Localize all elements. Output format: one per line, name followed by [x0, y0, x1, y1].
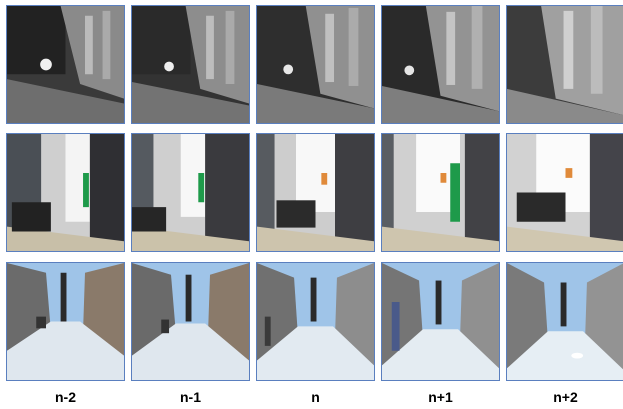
- row1-frame-n+1: [381, 5, 500, 124]
- frame-label-n-1: n-1: [180, 389, 201, 405]
- row2-frame-n+1: [381, 133, 500, 252]
- row1-frame-n+2: [506, 5, 623, 124]
- row2-frame-n-2: [6, 133, 125, 252]
- row1-frame-n-1: [131, 5, 250, 124]
- frame-label-n-2: n-2: [55, 389, 76, 405]
- row1-frame-n-2: [6, 5, 125, 124]
- row3-frame-n+1: [381, 262, 500, 381]
- row2-frame-n+2: [506, 133, 623, 252]
- row3-frame-n-1: [131, 262, 250, 381]
- row2-frame-n-1: [131, 133, 250, 252]
- row3-frame-n-2: [6, 262, 125, 381]
- frame-label-n: n: [311, 389, 320, 405]
- frame-label-n+1: n+1: [428, 389, 453, 405]
- row1-frame-n: [256, 5, 375, 124]
- row3-frame-n+2: [506, 262, 623, 381]
- row3-frame-n: [256, 262, 375, 381]
- row2-frame-n: [256, 133, 375, 252]
- frame-label-n+2: n+2: [553, 389, 578, 405]
